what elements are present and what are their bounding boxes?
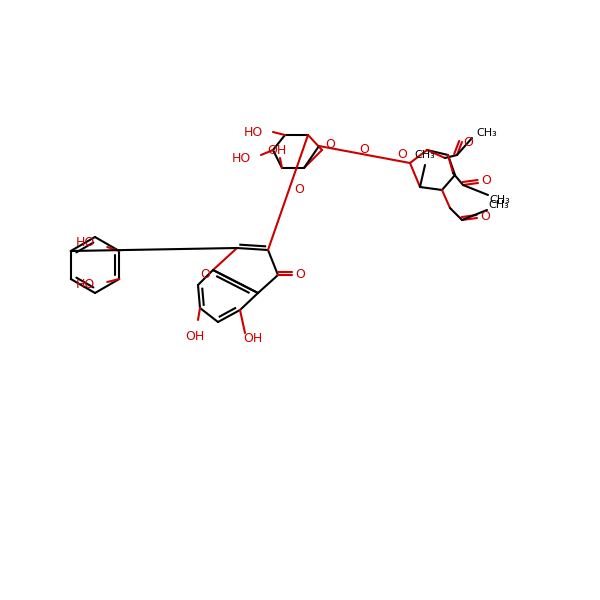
Text: O: O [200,269,210,281]
Text: O: O [480,209,490,223]
Text: CH₃: CH₃ [488,200,509,210]
Text: OH: OH [244,331,263,344]
Text: O: O [463,136,473,148]
Text: HO: HO [76,236,95,250]
Text: O: O [359,143,370,156]
Text: OH: OH [185,329,205,343]
Text: HO: HO [232,151,251,164]
Text: O: O [295,269,305,281]
Text: O: O [481,175,491,187]
Text: CH₃: CH₃ [490,195,511,205]
Text: HO: HO [76,277,95,290]
Text: CH₃: CH₃ [476,128,497,138]
Text: O: O [397,148,407,161]
Text: HO: HO [244,125,263,139]
Text: O: O [294,183,304,196]
Text: O: O [325,139,335,151]
Text: CH₃: CH₃ [415,150,436,160]
Text: OH: OH [268,143,287,157]
